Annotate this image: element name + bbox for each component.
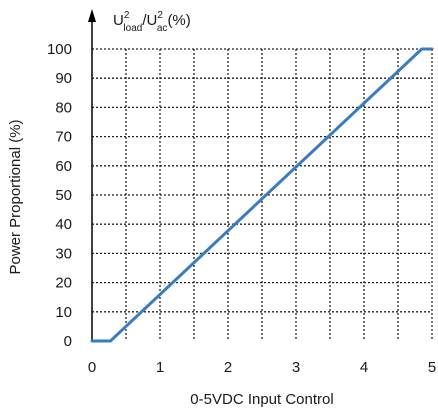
- y-tick-label: 0: [64, 333, 72, 350]
- x-axis-title: 0-5VDC Input Control: [190, 391, 333, 408]
- x-tick-label: 3: [292, 359, 300, 376]
- y-tick-label: 50: [55, 187, 72, 204]
- x-tick-label: 1: [156, 359, 164, 376]
- x-tick-label: 0: [88, 359, 96, 376]
- x-tick-label: 2: [224, 359, 232, 376]
- top-axis-label: U2 load/U2 ac(%): [113, 10, 191, 34]
- y-tick-label: 10: [55, 304, 72, 321]
- y-axis-arrow-icon: [88, 9, 96, 22]
- y-tick-label: 70: [55, 129, 72, 146]
- y-tick-labels: 0 10 20 30 40 50 60 70 80 90 100: [47, 41, 72, 350]
- x-tick-label: 5: [428, 359, 436, 376]
- x-tick-label: 4: [360, 359, 368, 376]
- y-tick-label: 100: [47, 41, 72, 58]
- series-layer: [90, 47, 434, 343]
- y-axis-title: Power Proportional (%): [7, 119, 24, 274]
- y-tick-label: 40: [55, 216, 72, 233]
- y-tick-label: 60: [55, 158, 72, 175]
- series-line-0: [90, 47, 434, 343]
- grid: [92, 48, 433, 341]
- y-tick-label: 30: [55, 245, 72, 262]
- y-tick-label: 90: [55, 70, 72, 87]
- x-tick-labels: 0 1 2 3 4 5: [88, 359, 436, 376]
- y-tick-label: 80: [55, 99, 72, 116]
- y-tick-label: 20: [55, 275, 72, 292]
- axes: [88, 9, 96, 341]
